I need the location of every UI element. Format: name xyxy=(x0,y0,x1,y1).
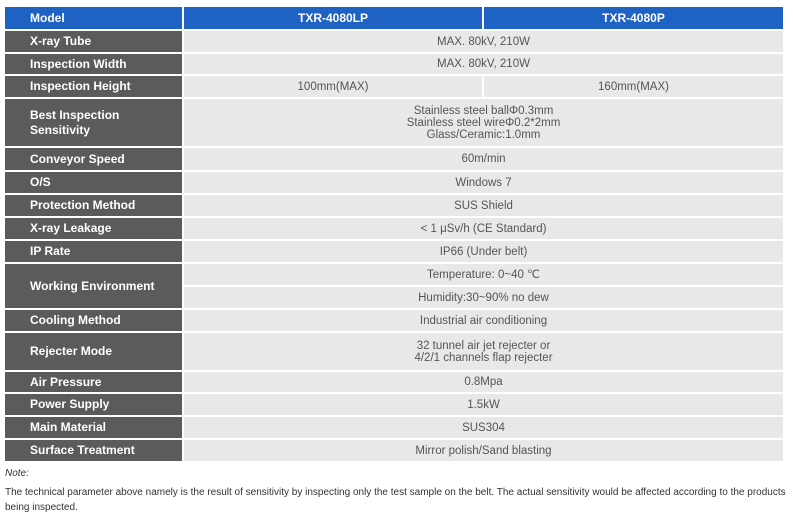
row-label: Main Material xyxy=(5,417,182,438)
header-cell: TXR-4080P xyxy=(484,7,783,29)
row-label: Rejecter Mode xyxy=(5,333,182,370)
value-cell: Windows 7 xyxy=(184,172,783,193)
value-cell: Industrial air conditioning xyxy=(184,310,783,331)
row-label: Surface Treatment xyxy=(5,440,182,461)
cell-line: 4/2/1 channels flap rejecter xyxy=(414,351,553,364)
cell-line: Stainless steel wireΦ0.2*2mm xyxy=(406,116,561,129)
value-cell: Temperature: 0~40 ℃ xyxy=(184,264,783,285)
row-label: IP Rate xyxy=(5,241,182,262)
header-cell: TXR-4080LP xyxy=(184,7,482,29)
row-label: Cooling Method xyxy=(5,310,182,331)
value-cell: 32 tunnel air jet rejecter or 4/2/1 chann… xyxy=(184,333,783,370)
row-label: Inspection Height xyxy=(5,76,182,97)
value-cell: Humidity:30~90% no dew xyxy=(184,287,783,308)
value-cell: < 1 μSv/h (CE Standard) xyxy=(184,218,783,239)
value-cell: 60m/min xyxy=(184,148,783,170)
cell-line: Glass/Ceramic:1.0mm xyxy=(426,128,541,141)
row-label: X-ray Tube xyxy=(5,31,182,52)
row-label: Working Environment xyxy=(5,264,182,308)
row-label: O/S xyxy=(5,172,182,193)
value-cell: SUS304 xyxy=(184,417,783,438)
value-cell: 1.5kW xyxy=(184,394,783,415)
row-label: Power Supply xyxy=(5,394,182,415)
row-label: Inspection Width xyxy=(5,54,182,74)
row-label: Protection Method xyxy=(5,195,182,216)
row-label: X-ray Leakage xyxy=(5,218,182,239)
cell-line: 32 tunnel air jet rejecter or xyxy=(416,339,551,352)
note-title: Note: xyxy=(5,468,29,479)
value-cell: IP66 (Under belt) xyxy=(184,241,783,262)
value-cell: SUS Shield xyxy=(184,195,783,216)
value-cell: 0.8Mpa xyxy=(184,372,783,392)
row-label: Conveyor Speed xyxy=(5,148,182,170)
note-text: The technical parameter above namely is … xyxy=(5,487,786,513)
cell-line: Stainless steel ballΦ0.3mm xyxy=(413,104,554,117)
value-cell: 160mm(MAX) xyxy=(484,76,783,97)
value-cell: MAX. 80kV, 210W xyxy=(184,54,783,74)
value-cell: Mirror polish/Sand blasting xyxy=(184,440,783,461)
value-cell: MAX. 80kV, 210W xyxy=(184,31,783,52)
row-label: Best Inspection Sensitivity xyxy=(5,99,182,146)
value-cell: Stainless steel ballΦ0.3mm Stainless stee… xyxy=(184,99,783,146)
header-cell: Model xyxy=(5,7,182,29)
value-cell: 100mm(MAX) xyxy=(184,76,482,97)
row-label: Air Pressure xyxy=(5,372,182,392)
